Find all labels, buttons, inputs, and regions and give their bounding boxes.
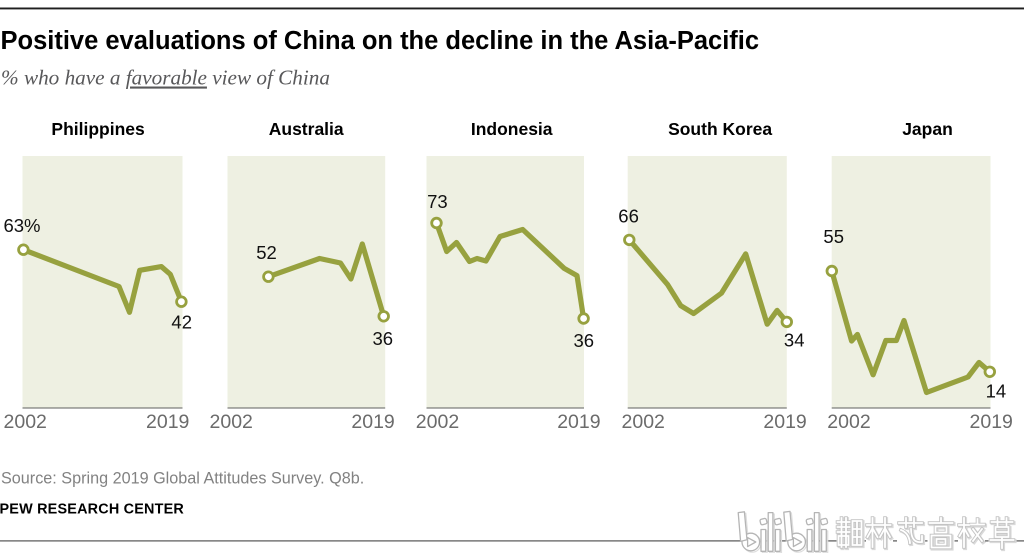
svg-text:55: 55 <box>823 226 844 247</box>
svg-text:2002: 2002 <box>210 411 253 433</box>
svg-text:Australia: Australia <box>269 119 344 139</box>
svg-text:Positive evaluations of China: Positive evaluations of China on the dec… <box>1 27 760 55</box>
svg-text:36: 36 <box>373 328 394 349</box>
svg-text:34: 34 <box>784 329 805 350</box>
svg-text:South Korea: South Korea <box>668 119 772 139</box>
svg-text:Japan: Japan <box>902 119 953 139</box>
svg-text:2019: 2019 <box>763 411 806 433</box>
svg-text:Philippines: Philippines <box>51 119 145 139</box>
svg-text:% who have a favorable view of: % who have a favorable view of China <box>1 66 330 90</box>
svg-text:Indonesia: Indonesia <box>471 119 553 139</box>
svg-text:14: 14 <box>986 381 1007 402</box>
svg-text:2002: 2002 <box>416 411 459 433</box>
svg-text:2019: 2019 <box>970 411 1013 433</box>
svg-text:63%: 63% <box>3 215 40 236</box>
svg-text:52: 52 <box>256 242 277 263</box>
svg-text:Source: Spring 2019 Global Att: Source: Spring 2019 Global Attitudes Sur… <box>1 470 364 488</box>
svg-text:36: 36 <box>574 330 595 351</box>
svg-text:2019: 2019 <box>351 411 394 433</box>
svg-text:2002: 2002 <box>622 411 665 433</box>
svg-text:42: 42 <box>171 312 192 333</box>
svg-text:66: 66 <box>618 206 639 227</box>
svg-text:2002: 2002 <box>827 411 870 433</box>
svg-text:73: 73 <box>427 191 448 212</box>
svg-text:2002: 2002 <box>4 411 47 433</box>
svg-text:PEW RESEARCH CENTER: PEW RESEARCH CENTER <box>0 502 184 518</box>
svg-text:2019: 2019 <box>557 411 600 433</box>
svg-text:2019: 2019 <box>146 411 189 433</box>
